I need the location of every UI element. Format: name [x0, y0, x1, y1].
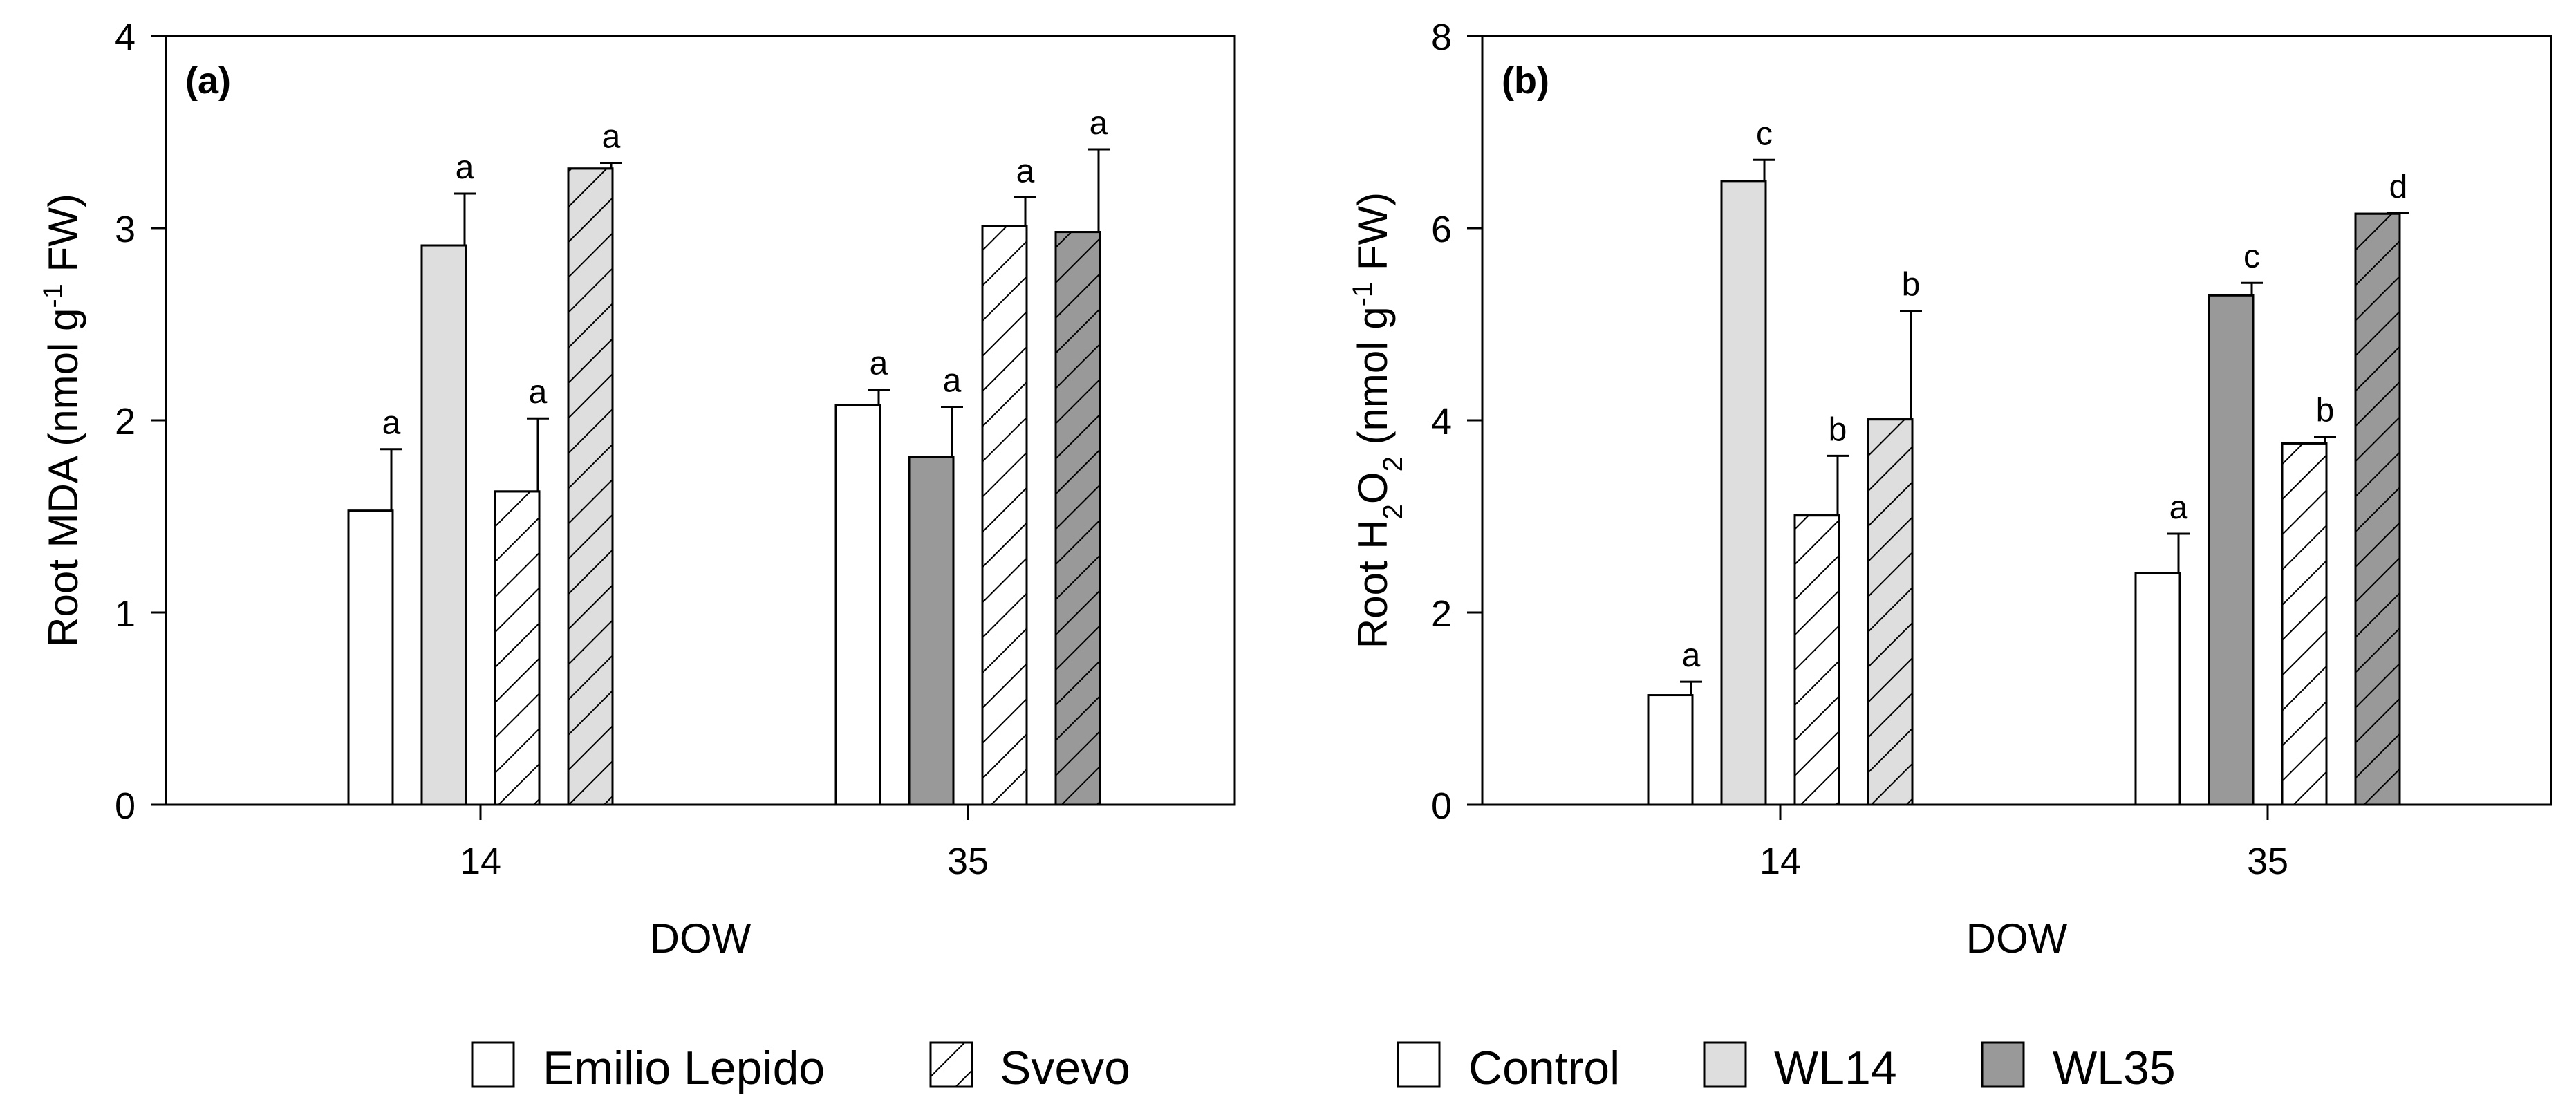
legend-item-control: Control: [1397, 1041, 1620, 1094]
bar-b-14-emilio-lepido-wl14: [1720, 180, 1767, 806]
y-tick-label-b-8: 8: [1431, 17, 1452, 58]
bar-a-14-emilio-lepido-wl14: [420, 244, 467, 806]
significance-letter-a-14-emilio-lepido-control: a: [382, 405, 401, 442]
significance-letter-a-35-svevo-control: a: [1016, 153, 1035, 190]
significance-letter-b-14-emilio-lepido-wl14: c: [1756, 115, 1773, 152]
x-tick-label-b-14: 14: [1760, 841, 1801, 882]
legend-label-wl35: WL35: [2053, 1042, 2176, 1094]
y-tick-label-a-1: 1: [115, 593, 136, 635]
panel-label-b: (b): [1502, 60, 1549, 102]
x-axis-a: 14 35: [460, 805, 989, 882]
bar-hatch-a-35-svevo-wl35: [1054, 231, 1101, 806]
bar-a-35-emilio-lepido-control: [834, 404, 881, 806]
bar-hatch-b-14-svevo-wl14: [1867, 418, 1914, 806]
significance-letter-a-35-svevo-wl35: a: [1090, 105, 1108, 142]
x-axis-title-a: DOW: [650, 915, 752, 962]
bar-hatch-b-14-svevo-control: [1793, 514, 1840, 806]
panel-b: 0 2 4 6 8 14 35 a c b b a c b d (b) DOW Root H2O2 (n…: [1347, 17, 2552, 962]
legend-label-control: Control: [1468, 1042, 1620, 1094]
significance-letter-a-14-emilio-lepido-wl14: a: [456, 149, 474, 186]
significance-letter-a-14-svevo-wl14: a: [602, 118, 621, 155]
bar-b-14-emilio-lepido-control: [1647, 694, 1694, 806]
y-tick-label-a-2: 2: [115, 401, 136, 442]
significance-letter-b-35-svevo-wl35: d: [2389, 169, 2408, 205]
significance-letter-a-14-svevo-control: a: [529, 374, 548, 411]
bar-a-35-emilio-lepido-wl35: [908, 456, 955, 806]
legend-swatch-wl14: [1703, 1041, 1747, 1088]
bar-hatch-a-35-svevo-control: [981, 225, 1028, 806]
bar-hatch-a-14-svevo-wl14: [567, 167, 614, 806]
y-axis-b: 0 2 4 6 8: [1431, 17, 1482, 827]
legend: Emilio Lepido Svevo Control WL14 WL35: [471, 1041, 2176, 1094]
bar-a-14-emilio-lepido-control: [347, 509, 394, 806]
significance-letter-b-35-svevo-control: b: [2316, 393, 2335, 429]
significance-letter-a-35-emilio-lepido-wl35: a: [943, 363, 962, 400]
legend-label-emilio-lepido: Emilio Lepido: [543, 1042, 825, 1094]
legend-swatch-control: [1397, 1041, 1441, 1088]
y-axis-a: 0 1 2 3 4: [115, 17, 166, 827]
significance-letter-b-35-emilio-lepido-wl35: c: [2243, 238, 2260, 275]
y-axis-title-b: Root H2O2 (nmol g-1 FW): [1347, 192, 1408, 648]
legend-item-svevo: Svevo: [929, 1041, 1130, 1094]
y-tick-label-a-0: 0: [115, 785, 136, 827]
bars-b: a c b b a c b d: [1647, 115, 2409, 806]
legend-swatch-wl35: [1981, 1041, 2025, 1088]
bar-hatch-b-35-svevo-control: [2281, 442, 2328, 806]
y-tick-label-a-3: 3: [115, 209, 136, 250]
legend-swatch-svevo: [929, 1041, 973, 1088]
x-tick-label-a-35: 35: [947, 841, 989, 882]
x-axis-b: 14 35: [1760, 805, 2288, 882]
legend-swatch-emilio-lepido: [471, 1041, 515, 1088]
panel-a: 0 1 2 3 4 14 35 a a a a a a a a (a) DOW Root MDA (nm…: [38, 17, 1236, 962]
significance-letter-a-35-emilio-lepido-control: a: [870, 346, 888, 382]
x-tick-label-a-14: 14: [460, 841, 501, 882]
significance-letter-b-14-svevo-control: b: [1829, 411, 1847, 448]
significance-letter-b-35-emilio-lepido-control: a: [2169, 489, 2188, 526]
bars-a: a a a a a a a a: [347, 105, 1110, 806]
bar-b-35-emilio-lepido-control: [2134, 572, 2181, 806]
legend-label-wl14: WL14: [1774, 1042, 1897, 1094]
x-axis-title-b: DOW: [1966, 915, 2068, 962]
legend-item-wl14: WL14: [1703, 1041, 1897, 1094]
significance-letter-b-14-svevo-wl14: b: [1902, 267, 1921, 303]
y-axis-title-a: Root MDA (nmol g-1 FW): [38, 194, 86, 647]
bar-b-35-emilio-lepido-wl35: [2208, 294, 2255, 806]
x-tick-label-b-35: 35: [2247, 841, 2288, 882]
bar-hatch-a-14-svevo-control: [494, 490, 541, 806]
legend-item-wl35: WL35: [1981, 1041, 2176, 1094]
y-tick-label-b-2: 2: [1431, 593, 1452, 635]
y-tick-label-b-6: 6: [1431, 209, 1452, 250]
y-tick-label-b-4: 4: [1431, 401, 1452, 442]
y-tick-label-b-0: 0: [1431, 785, 1452, 827]
bar-hatch-b-35-svevo-wl35: [2354, 212, 2401, 806]
legend-label-svevo: Svevo: [1000, 1042, 1130, 1094]
panel-label-a: (a): [185, 60, 231, 102]
legend-item-emilio-lepido: Emilio Lepido: [471, 1041, 825, 1094]
significance-letter-b-14-emilio-lepido-control: a: [1682, 637, 1701, 674]
y-tick-label-a-4: 4: [115, 17, 136, 58]
